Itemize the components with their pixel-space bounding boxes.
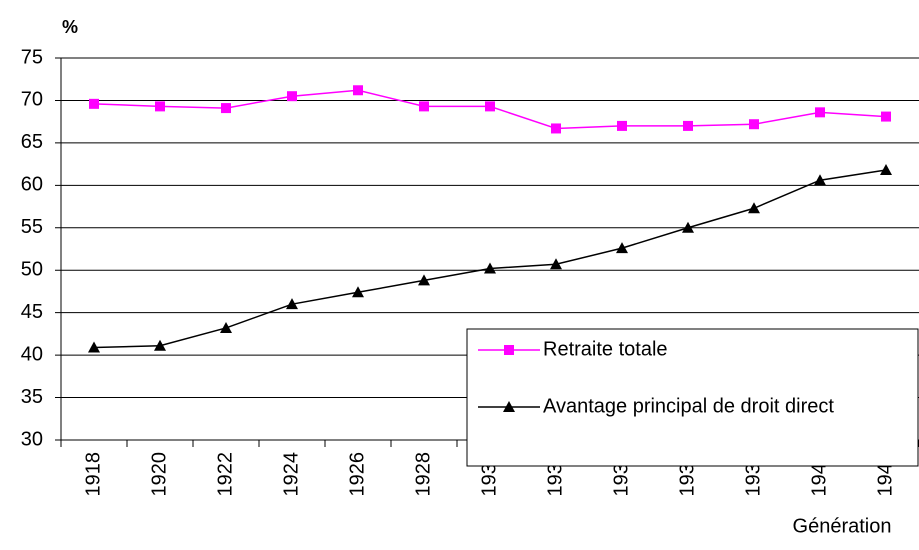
data-point xyxy=(617,120,627,131)
data-point xyxy=(353,85,363,96)
data-point xyxy=(881,111,891,122)
y-tick-label: 50 xyxy=(21,259,43,281)
data-point xyxy=(485,101,495,112)
x-tick-label: 1928 xyxy=(412,452,434,497)
legend-marker xyxy=(503,401,515,412)
y-tick-label: 70 xyxy=(21,89,43,111)
legend-label: Avantage principal de droit direct xyxy=(543,395,834,417)
data-point xyxy=(616,242,628,254)
y-tick-label: 45 xyxy=(21,301,43,323)
data-point xyxy=(154,339,166,351)
data-point xyxy=(418,274,430,286)
x-tick-label: 1926 xyxy=(346,452,368,497)
data-point xyxy=(551,123,561,134)
y-tick-label: 30 xyxy=(21,428,43,450)
x-tick-label: 1922 xyxy=(214,452,236,497)
data-point xyxy=(89,98,99,109)
x-tick-label: 1920 xyxy=(148,452,170,497)
y-tick-label: 40 xyxy=(21,343,43,365)
data-point xyxy=(220,321,232,333)
legend xyxy=(466,328,919,467)
data-point xyxy=(748,202,760,214)
x-tick-label: 1924 xyxy=(280,452,302,497)
y-tick-label: 60 xyxy=(21,174,43,196)
x-axis-label: Génération xyxy=(793,515,892,537)
data-point xyxy=(155,101,165,112)
data-point xyxy=(682,221,694,233)
data-point xyxy=(749,119,759,130)
data-point xyxy=(88,341,100,353)
data-point xyxy=(683,120,693,131)
y-tick-label: 65 xyxy=(21,131,43,153)
data-point xyxy=(550,258,562,270)
legend-marker xyxy=(504,345,514,355)
data-point xyxy=(419,101,429,112)
y-tick-label: 75 xyxy=(21,46,43,68)
y-tick-label: 35 xyxy=(21,386,43,408)
x-tick-label: 1918 xyxy=(82,452,104,497)
data-point xyxy=(814,174,826,186)
y-tick-label: 55 xyxy=(21,216,43,238)
series-line xyxy=(93,169,887,349)
data-point xyxy=(287,91,297,102)
data-point xyxy=(221,103,231,114)
data-point xyxy=(484,262,496,274)
data-point xyxy=(352,286,364,298)
data-point xyxy=(880,164,892,176)
legend-label: Retraite totale xyxy=(543,338,668,360)
data-point xyxy=(815,107,825,118)
data-point xyxy=(286,298,298,310)
y-axis-label: % xyxy=(62,17,78,37)
